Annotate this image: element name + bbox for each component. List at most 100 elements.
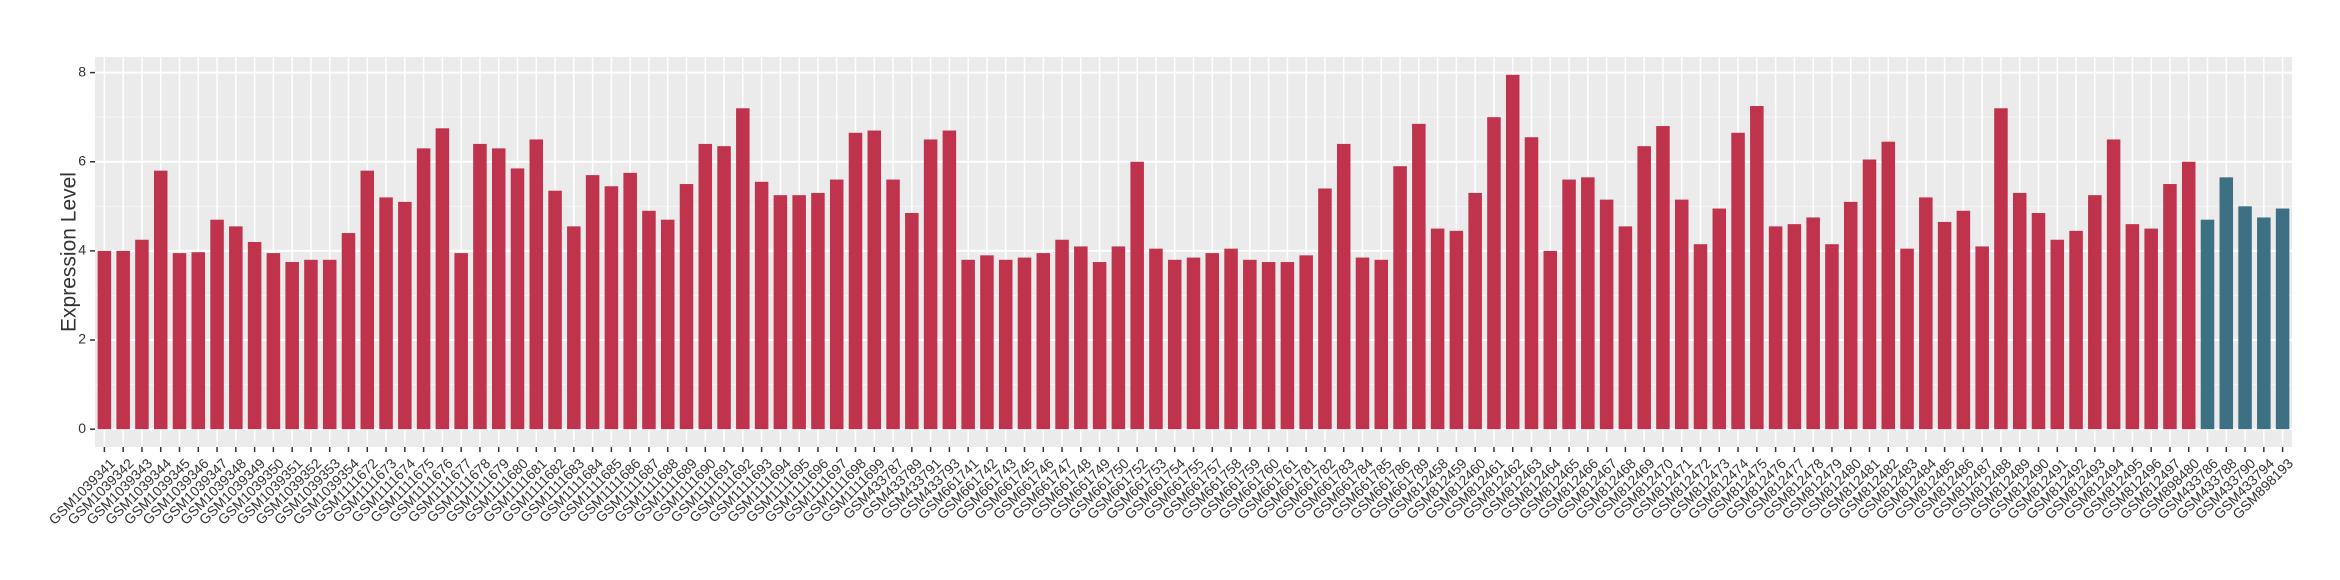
bar [567, 226, 581, 430]
bar [1768, 226, 1783, 430]
bar [285, 262, 299, 430]
bar [1017, 257, 1032, 430]
bar [2200, 219, 2215, 430]
bar [942, 130, 957, 430]
bar [2219, 177, 2234, 430]
bar [172, 253, 187, 430]
bar [1750, 106, 1764, 430]
bar [717, 146, 731, 430]
bar [736, 108, 750, 430]
bar [266, 253, 281, 430]
bar [1862, 159, 1877, 430]
bar [116, 250, 130, 430]
bar [886, 179, 900, 430]
bar [1524, 137, 1539, 430]
bar [623, 172, 637, 430]
bar [642, 210, 656, 430]
bar [792, 195, 806, 430]
y-tick-label: 0 [78, 420, 86, 436]
bar [2275, 208, 2290, 430]
bar [1280, 262, 1295, 430]
y-tick-label: 8 [78, 63, 86, 79]
bar [1900, 248, 1914, 430]
bar [773, 195, 788, 430]
bar [1449, 230, 1464, 430]
bar [1130, 161, 1144, 430]
bar [2144, 228, 2158, 430]
bar [1074, 246, 1088, 430]
bar [548, 190, 562, 430]
bar [1468, 192, 1482, 430]
bar [1092, 262, 1107, 430]
bar [491, 148, 506, 430]
y-tick-label: 4 [78, 242, 86, 258]
bar [1787, 224, 1802, 430]
bar [905, 213, 919, 430]
bar [2106, 139, 2121, 430]
bar [1919, 197, 1933, 430]
bar [1881, 141, 1896, 430]
bar [867, 130, 882, 430]
bar [1975, 246, 1989, 430]
bar [998, 259, 1013, 430]
bar [1430, 228, 1445, 430]
bar [1374, 259, 1389, 430]
bar [473, 143, 487, 430]
bar [1487, 117, 1501, 430]
bar [1055, 239, 1069, 430]
bar [1355, 257, 1370, 430]
bar [2125, 224, 2140, 430]
bar [2012, 192, 2027, 430]
bar [1149, 248, 1163, 430]
bar [2088, 195, 2102, 430]
bar [754, 181, 769, 430]
bar [1731, 132, 1745, 430]
bar [379, 197, 393, 430]
bar [2163, 184, 2177, 430]
bar [210, 219, 224, 430]
bar [1712, 208, 1727, 430]
bar [2050, 239, 2065, 430]
bar [2069, 230, 2083, 430]
bar [1543, 250, 1558, 430]
bar [811, 192, 825, 430]
bar [1956, 210, 1971, 430]
bar [1562, 179, 1576, 430]
bar [454, 253, 468, 430]
bar [97, 250, 112, 430]
bar [604, 186, 619, 430]
bar [2257, 217, 2271, 430]
bar [1599, 199, 1614, 430]
bar [1393, 166, 1407, 430]
bar [1937, 221, 1952, 430]
bar [191, 252, 206, 430]
bar [229, 226, 243, 430]
bar [1243, 259, 1257, 430]
bar [1412, 123, 1426, 430]
bar [529, 139, 544, 430]
bar [135, 239, 149, 430]
bar [1693, 244, 1708, 430]
bar [1505, 74, 1520, 430]
bar [660, 219, 675, 430]
bar [980, 255, 994, 430]
bar [2031, 213, 2046, 430]
bar [510, 168, 525, 430]
bar [304, 259, 318, 430]
bar [698, 143, 713, 430]
bar [1205, 253, 1220, 430]
bar [848, 132, 863, 430]
y-tick-label: 2 [78, 331, 86, 347]
bar [961, 259, 975, 430]
bar [1994, 108, 2008, 430]
bar [1111, 246, 1126, 430]
bar [1299, 255, 1313, 430]
bar [1167, 259, 1182, 430]
y-tick-label: 6 [78, 152, 86, 168]
bar [2181, 161, 2196, 430]
bar [585, 175, 600, 430]
bar [416, 148, 431, 430]
y-axis-title: Expression Level [58, 172, 81, 332]
